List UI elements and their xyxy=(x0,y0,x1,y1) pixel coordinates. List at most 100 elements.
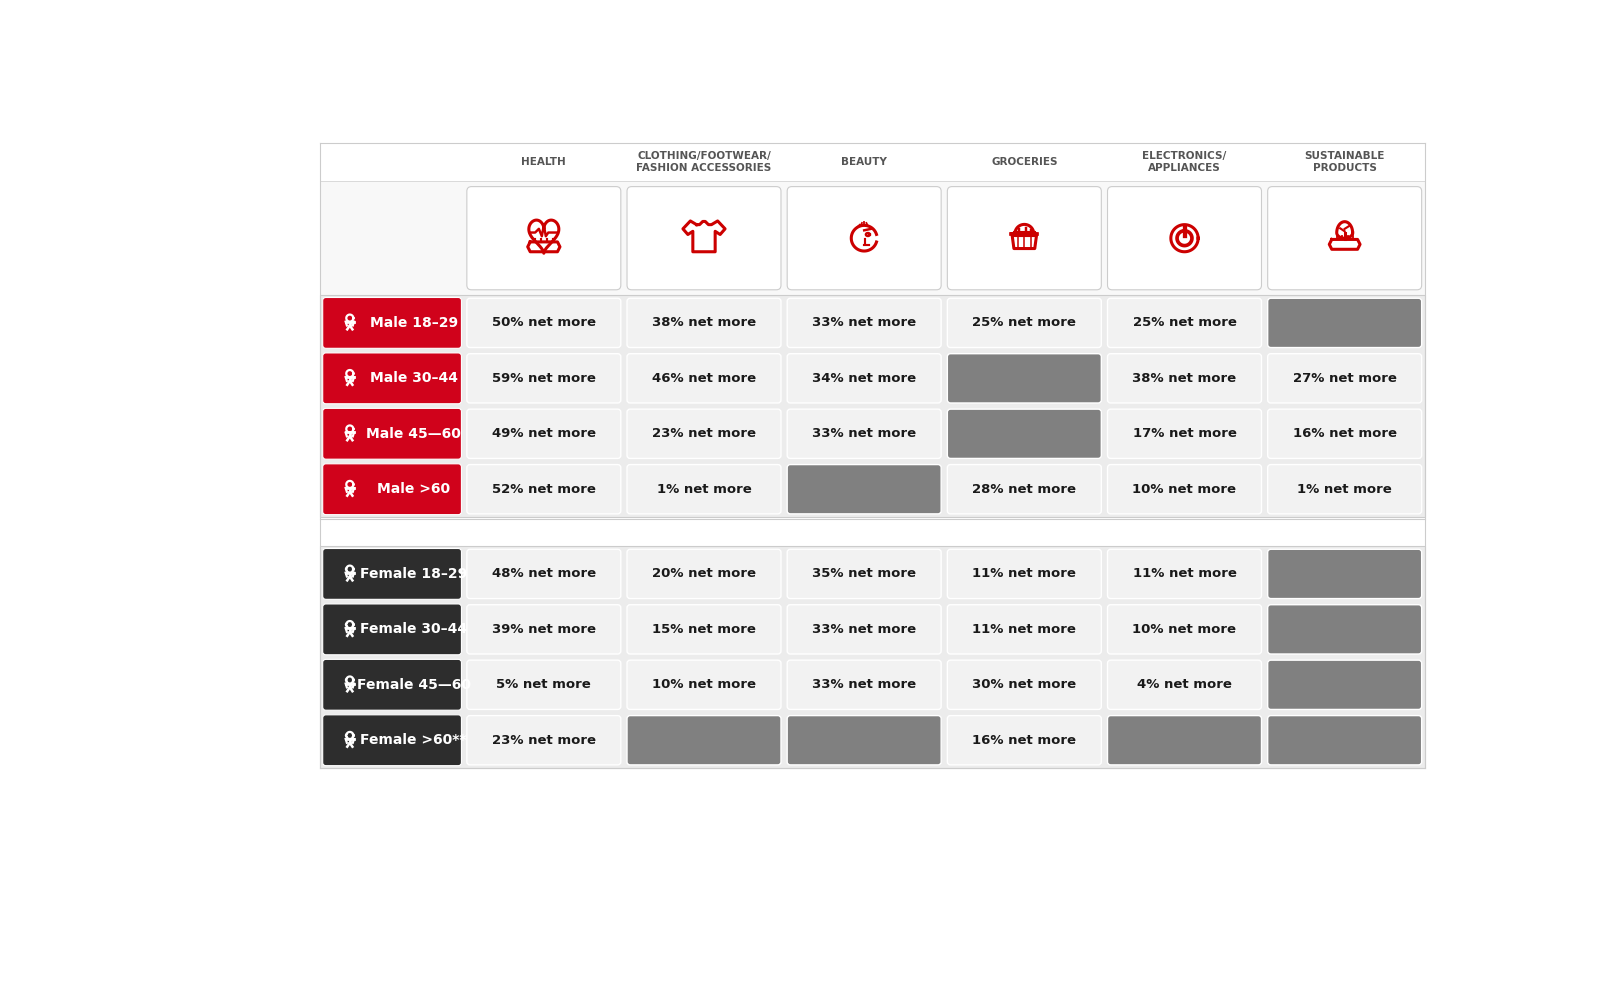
Text: Female 30–44: Female 30–44 xyxy=(360,622,468,637)
Text: ELECTRONICS/
APPLIANCES: ELECTRONICS/ APPLIANCES xyxy=(1142,152,1227,173)
FancyBboxPatch shape xyxy=(947,409,1101,459)
Text: 39% net more: 39% net more xyxy=(492,623,596,636)
FancyBboxPatch shape xyxy=(626,605,782,654)
Text: 10% net more: 10% net more xyxy=(1133,483,1237,496)
FancyBboxPatch shape xyxy=(947,353,1101,403)
FancyBboxPatch shape xyxy=(1107,353,1261,403)
Text: CLOTHING/FOOTWEAR/
FASHION ACCESSORIES: CLOTHING/FOOTWEAR/ FASHION ACCESSORIES xyxy=(636,152,772,173)
FancyBboxPatch shape xyxy=(626,464,782,514)
Text: 33% net more: 33% net more xyxy=(812,678,916,692)
Text: HEALTH: HEALTH xyxy=(522,157,566,167)
FancyBboxPatch shape xyxy=(947,464,1101,514)
Text: 23% net more: 23% net more xyxy=(492,734,596,747)
Text: 33% net more: 33% net more xyxy=(812,427,916,440)
FancyBboxPatch shape xyxy=(1267,715,1421,765)
FancyBboxPatch shape xyxy=(1107,605,1261,654)
FancyBboxPatch shape xyxy=(1267,660,1421,709)
FancyBboxPatch shape xyxy=(466,549,622,598)
Text: 38% net more: 38% net more xyxy=(652,317,756,330)
Text: 10% net more: 10% net more xyxy=(1133,623,1237,636)
FancyBboxPatch shape xyxy=(1267,464,1421,514)
Text: 50% net more: 50% net more xyxy=(492,317,596,330)
Text: 33% net more: 33% net more xyxy=(812,317,916,330)
Text: 5% net more: 5% net more xyxy=(497,678,591,692)
Text: 48% net more: 48% net more xyxy=(492,568,596,581)
FancyBboxPatch shape xyxy=(322,714,461,766)
Text: 11% net more: 11% net more xyxy=(972,568,1077,581)
Text: 1% net more: 1% net more xyxy=(657,483,751,496)
FancyBboxPatch shape xyxy=(1107,298,1261,347)
FancyBboxPatch shape xyxy=(1107,187,1261,290)
FancyBboxPatch shape xyxy=(626,660,782,709)
FancyBboxPatch shape xyxy=(626,353,782,403)
FancyBboxPatch shape xyxy=(626,409,782,459)
FancyBboxPatch shape xyxy=(1107,715,1261,765)
Text: SUSTAINABLE
PRODUCTS: SUSTAINABLE PRODUCTS xyxy=(1304,152,1384,173)
FancyBboxPatch shape xyxy=(466,464,622,514)
FancyBboxPatch shape xyxy=(787,464,940,514)
Text: 4% net more: 4% net more xyxy=(1137,678,1232,692)
FancyBboxPatch shape xyxy=(322,353,461,403)
Text: 33% net more: 33% net more xyxy=(812,623,916,636)
Text: 52% net more: 52% net more xyxy=(492,483,596,496)
Text: 27% net more: 27% net more xyxy=(1293,372,1397,385)
FancyBboxPatch shape xyxy=(322,659,461,710)
FancyBboxPatch shape xyxy=(626,298,782,347)
Text: BEAUTY: BEAUTY xyxy=(841,157,888,167)
Bar xyxy=(320,295,1424,517)
FancyBboxPatch shape xyxy=(1107,409,1261,459)
Text: 1% net more: 1% net more xyxy=(1298,483,1392,496)
Text: 15% net more: 15% net more xyxy=(652,623,756,636)
Text: 25% net more: 25% net more xyxy=(1133,317,1237,330)
Text: Female 18–29: Female 18–29 xyxy=(360,567,468,581)
FancyBboxPatch shape xyxy=(626,187,782,290)
FancyBboxPatch shape xyxy=(1107,549,1261,598)
Text: 23% net more: 23% net more xyxy=(652,427,756,440)
Bar xyxy=(320,181,1424,295)
FancyBboxPatch shape xyxy=(787,605,940,654)
FancyBboxPatch shape xyxy=(322,548,461,599)
FancyBboxPatch shape xyxy=(1267,409,1421,459)
FancyBboxPatch shape xyxy=(1107,660,1261,709)
FancyBboxPatch shape xyxy=(787,353,940,403)
FancyBboxPatch shape xyxy=(787,549,940,598)
Text: 16% net more: 16% net more xyxy=(1293,427,1397,440)
FancyBboxPatch shape xyxy=(787,660,940,709)
Text: 11% net more: 11% net more xyxy=(1133,568,1237,581)
Text: 16% net more: 16% net more xyxy=(972,734,1077,747)
FancyBboxPatch shape xyxy=(466,298,622,347)
Text: 20% net more: 20% net more xyxy=(652,568,756,581)
FancyBboxPatch shape xyxy=(322,297,461,348)
FancyBboxPatch shape xyxy=(947,660,1101,709)
Text: 59% net more: 59% net more xyxy=(492,372,596,385)
Text: 34% net more: 34% net more xyxy=(812,372,916,385)
Text: GROCERIES: GROCERIES xyxy=(992,157,1057,167)
FancyBboxPatch shape xyxy=(787,715,940,765)
Text: 30% net more: 30% net more xyxy=(972,678,1077,692)
Text: Male 45—60: Male 45—60 xyxy=(367,427,461,441)
Text: 46% net more: 46% net more xyxy=(652,372,756,385)
Text: Male 18–29: Male 18–29 xyxy=(370,316,458,330)
FancyBboxPatch shape xyxy=(1267,298,1421,347)
Text: 17% net more: 17% net more xyxy=(1133,427,1237,440)
Text: 49% net more: 49% net more xyxy=(492,427,596,440)
FancyBboxPatch shape xyxy=(1107,464,1261,514)
Text: 28% net more: 28% net more xyxy=(972,483,1077,496)
Text: Female 45—60: Female 45—60 xyxy=(357,678,471,692)
FancyBboxPatch shape xyxy=(1267,187,1421,290)
FancyBboxPatch shape xyxy=(947,298,1101,347)
Text: 35% net more: 35% net more xyxy=(812,568,916,581)
FancyBboxPatch shape xyxy=(466,187,622,290)
FancyBboxPatch shape xyxy=(466,660,622,709)
FancyBboxPatch shape xyxy=(626,549,782,598)
FancyBboxPatch shape xyxy=(947,187,1101,290)
FancyBboxPatch shape xyxy=(466,353,622,403)
Text: Female >60**: Female >60** xyxy=(360,733,466,747)
FancyBboxPatch shape xyxy=(322,463,461,515)
FancyBboxPatch shape xyxy=(322,604,461,654)
FancyBboxPatch shape xyxy=(787,187,940,290)
FancyBboxPatch shape xyxy=(787,409,940,459)
FancyBboxPatch shape xyxy=(466,715,622,765)
FancyBboxPatch shape xyxy=(787,298,940,347)
FancyBboxPatch shape xyxy=(626,715,782,765)
